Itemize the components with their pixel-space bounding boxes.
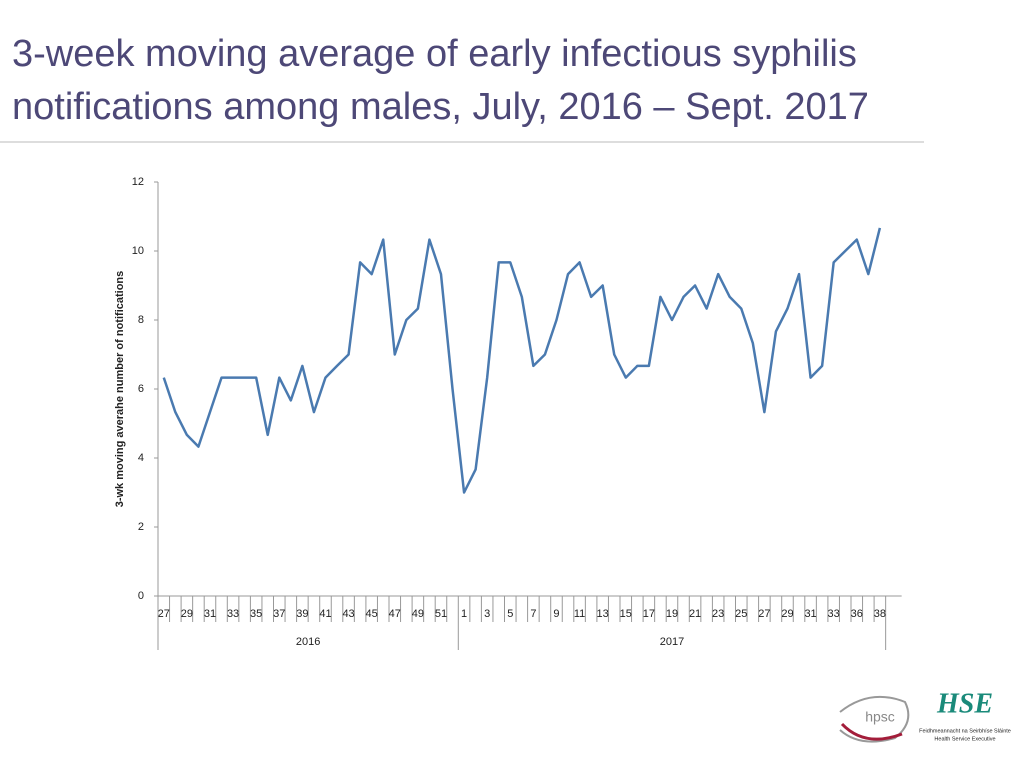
hse-text-2: Health Service Executive <box>934 736 995 742</box>
x-tick-label: 17 <box>643 608 655 620</box>
x-tick-label: 36 <box>851 608 863 620</box>
x-tick-label: 35 <box>250 608 262 620</box>
x-tick-label: 23 <box>712 608 724 620</box>
x-tick-label: 45 <box>366 608 378 620</box>
x-tick-label: 19 <box>666 608 678 620</box>
line-series <box>162 227 882 494</box>
x-tick-label: 21 <box>689 608 701 620</box>
y-tick-label: 6 <box>138 383 144 395</box>
x-tick-label: 5 <box>507 608 513 620</box>
x-tick-label: 31 <box>204 608 216 620</box>
x-tick-label: 3 <box>484 608 490 620</box>
x-group-label: 2017 <box>660 636 684 648</box>
x-tick-label: 33 <box>227 608 239 620</box>
x-tick-label: 43 <box>342 608 354 620</box>
x-tick-label: 49 <box>412 608 424 620</box>
hse-mark: HSE <box>936 688 993 719</box>
x-tick-label: 41 <box>319 608 331 620</box>
x-tick-label: 51 <box>435 608 447 620</box>
hpsc-logo: hpsc <box>839 695 910 743</box>
x-tick-label: 7 <box>530 608 536 620</box>
y-tick-label: 8 <box>138 314 144 326</box>
y-tick-label: 0 <box>138 590 144 602</box>
x-tick-label: 13 <box>597 608 609 620</box>
x-tick-label: 29 <box>781 608 793 620</box>
y-axis-label: 3-wk moving averahe number of notificati… <box>114 271 126 508</box>
x-tick-label: 31 <box>804 608 816 620</box>
x-tick-label: 37 <box>273 608 285 620</box>
x-group-label: 2016 <box>296 636 320 648</box>
logo-text: hpsc <box>865 709 895 725</box>
x-tick-label: 11 <box>574 608 585 620</box>
title-line-1: 3-week moving average of early infectiou… <box>12 33 857 75</box>
x-tick-label: 1 <box>461 608 467 620</box>
y-tick-label: 2 <box>138 521 144 533</box>
x-tick-label: 38 <box>874 608 886 620</box>
x-tick-label: 33 <box>828 608 840 620</box>
x-tick-label: 27 <box>758 608 770 620</box>
x-tick-label: 15 <box>620 608 632 620</box>
x-tick-label: 25 <box>735 608 747 620</box>
y-tick-label: 12 <box>132 176 144 188</box>
title-line-2: notifications among males, July, 2016 – … <box>12 86 869 128</box>
x-tick-label: 27 <box>158 608 170 620</box>
hse-text-1: Feidhmeannacht na Seirbhíse Sláinte <box>919 728 1011 734</box>
hse-logo: HSE Feidhmeannacht na Seirbhíse Sláinte … <box>919 688 1011 742</box>
y-tick-label: 10 <box>132 245 144 257</box>
logo-swoosh <box>839 695 910 743</box>
y-tick-label: 4 <box>138 452 144 464</box>
x-tick-label: 29 <box>181 608 193 620</box>
logo-swoosh-red <box>840 722 903 741</box>
x-tick-label: 47 <box>389 608 401 620</box>
x-tick-label: 39 <box>296 608 308 620</box>
x-tick-label: 9 <box>553 608 559 620</box>
